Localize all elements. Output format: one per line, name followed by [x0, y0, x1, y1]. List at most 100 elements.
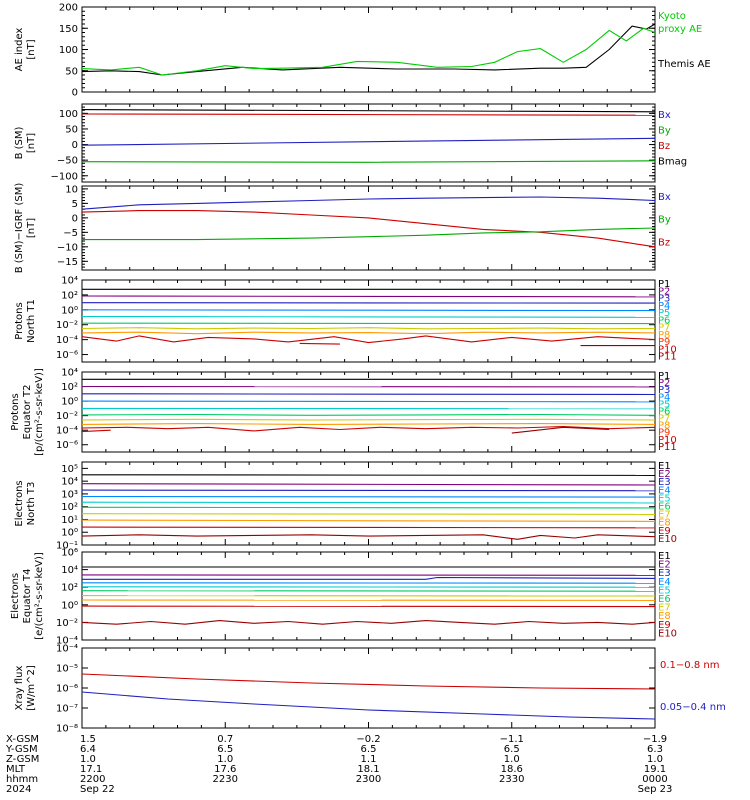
y-axis-label: Protons — [14, 302, 25, 339]
legend-entry: P8 — [658, 330, 670, 341]
legend-entry: E9 — [658, 620, 671, 631]
y-tick-label: 10⁻⁴ — [56, 426, 78, 437]
legend-entry: P9 — [658, 428, 670, 439]
panel-frame — [81, 371, 656, 453]
series-pe-9 — [81, 429, 111, 433]
ephemeris-row-label: Z-GSM — [6, 754, 39, 765]
y-axis-label: Electrons — [10, 573, 21, 619]
panel-ae: 0 50 100 150 200 AE index [nT] Kyoto proxy AE The… — [14, 3, 711, 99]
series-en-9 — [81, 534, 656, 540]
series-xray-0 — [81, 673, 656, 690]
legend-entry: P2 — [658, 286, 670, 297]
series-en-6 — [81, 513, 656, 515]
ephemeris-value: 1.0 — [80, 754, 96, 765]
legend-entry: P9 — [658, 337, 670, 348]
ephemeris-value: 6.5 — [217, 744, 233, 755]
series-en-3 — [81, 495, 656, 498]
series-pn-9 — [299, 342, 340, 345]
series-pe-2 — [81, 393, 656, 396]
legend-entry: P1 — [658, 371, 670, 382]
ephemeris-value: −0.2 — [356, 734, 380, 745]
panel-pe: 10⁴ 10² 10⁰ 10⁻² 10⁻⁴ 10⁻⁶ Protons Equator T2 [p… — [10, 368, 677, 456]
legend-entry: E5 — [658, 585, 671, 596]
y-tick-label: 10⁻² — [56, 320, 78, 331]
series-pn-7 — [81, 331, 656, 335]
legend-entry: E7 — [658, 510, 671, 521]
series-bigrf-1 — [81, 210, 656, 248]
series-bsm-2 — [81, 137, 656, 146]
series-bigrf-2 — [82, 227, 656, 241]
series-pn-6 — [81, 327, 656, 330]
ephemeris-value: 1.5 — [80, 734, 96, 745]
y-axis-label: Protons — [10, 393, 21, 430]
y-tick-label: 10⁻⁶ — [56, 350, 78, 361]
ephemeris-table: X-GSMY-GSMZ-GSMMLThhmm20241.56.41.017.12… — [5, 734, 672, 795]
y-tick-label: 10⁻⁷ — [56, 704, 78, 715]
legend-entry: P4 — [658, 392, 670, 403]
panel-bigrf: −15 −10 −5 0 5 10 B (SM)−IGRF (SM) [nT] Bx By Bz — [14, 183, 671, 274]
panel-bsm: −100 −50 0 50 100 B (SM) [nT] Bx By Bz Bmag — [14, 103, 687, 183]
series-xray-1 — [81, 691, 656, 720]
y-tick-label: 10⁴ — [61, 368, 78, 379]
legend-entry: Kyoto — [658, 11, 686, 22]
ephemeris-value: 17.6 — [214, 764, 236, 775]
y-tick-label: 10⁰ — [61, 528, 78, 539]
panel-frame — [81, 6, 656, 93]
y-tick-label: 100 — [59, 109, 78, 120]
ephemeris-value: 1.0 — [647, 754, 663, 765]
series-pe-3 — [81, 400, 656, 403]
y-tick-label: 10⁻⁴ — [56, 335, 78, 346]
series-ee-9 — [81, 620, 656, 625]
ephemeris-row-label: MLT — [6, 764, 26, 775]
y-tick-label: 10⁻⁸ — [56, 724, 78, 735]
ephemeris-value: Sep 22 — [80, 784, 115, 795]
series-pe-5 — [81, 413, 656, 416]
ephemeris-row-label: Y-GSM — [5, 744, 38, 755]
ephemeris-value: −1.1 — [500, 734, 524, 745]
y-tick-label: 10⁴ — [61, 565, 78, 576]
panel-ee: 10⁶ 10⁴ 10² 10⁰ 10⁻² 10⁻⁴ Electrons Equator T4[… — [10, 548, 677, 647]
series-pe-10 — [511, 426, 610, 434]
legend-entry: P1 — [658, 279, 670, 290]
y-tick-label: 10⁻² — [56, 618, 78, 629]
series-ae-1 — [81, 27, 656, 76]
legend-entry: E3 — [658, 568, 671, 579]
legend-entry: E4 — [658, 577, 671, 588]
ephemeris-row-label: 2024 — [6, 784, 31, 795]
legend-entry: P11 — [658, 442, 677, 453]
legend-entry: E6 — [658, 502, 671, 513]
series-ee-5 — [81, 590, 656, 592]
legend-entry: P8 — [658, 421, 670, 432]
legend-entry: E5 — [658, 493, 671, 504]
legend-entry: E3 — [658, 477, 671, 488]
legend-entry: E9 — [658, 526, 671, 537]
y-tick-label: 0 — [72, 140, 78, 151]
y-axis-label: B (SM)−IGRF (SM) — [14, 183, 25, 274]
y-tick-label: −50 — [57, 156, 78, 167]
legend-entry: E10 — [658, 534, 677, 545]
y-axis-label: [nT] — [26, 39, 37, 59]
y-tick-label: 10⁻⁶ — [56, 684, 78, 695]
y-axis-label: Electrons — [14, 480, 25, 526]
legend-entry: E7 — [658, 603, 671, 614]
y-tick-label: −5 — [63, 228, 78, 239]
y-tick-label: 10⁻⁴ — [56, 636, 78, 647]
legend-entry: Bx — [658, 192, 671, 203]
y-tick-label: 150 — [59, 24, 78, 35]
ephemeris-value: 2300 — [356, 774, 381, 785]
ephemeris-value: −1.9 — [643, 734, 667, 745]
legend-entry: Bmag — [658, 157, 687, 168]
y-tick-label: 10⁴ — [61, 276, 78, 287]
panel-frame — [81, 103, 656, 183]
ephemeris-value: 6.4 — [80, 744, 96, 755]
ephemeris-value: 19.1 — [644, 764, 666, 775]
legend-entry: P7 — [658, 323, 670, 334]
series-ee-8 — [81, 605, 656, 608]
series-en-0 — [81, 474, 656, 476]
legend-entry: Themis AE — [657, 59, 711, 70]
y-axis-label: [W/m^2] — [26, 665, 37, 711]
y-tick-label: 10⁻² — [56, 411, 78, 422]
y-tick-label: −10 — [57, 242, 78, 253]
